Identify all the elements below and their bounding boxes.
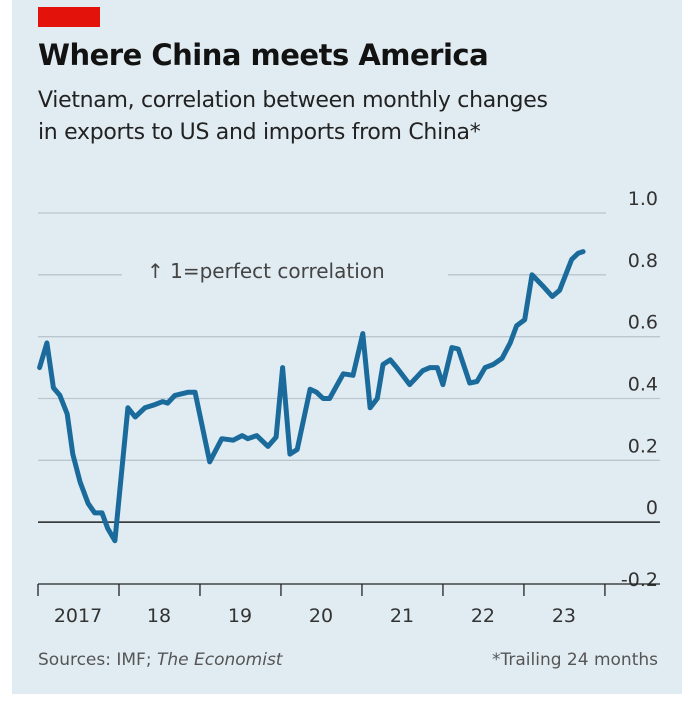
x-tick-label: 19 [228, 605, 252, 627]
chart-panel [12, 0, 682, 694]
series-line [37, 249, 586, 544]
y-tick-label: 0.8 [628, 250, 658, 272]
y-tick-label: 0.6 [628, 312, 658, 334]
x-tick-label: 20 [309, 605, 333, 627]
x-tick-label: 2017 [54, 605, 102, 627]
brand-red-bar [38, 7, 100, 27]
footnote: *Trailing 24 months [492, 650, 658, 670]
sources-prefix: Sources: IMF; [38, 650, 157, 670]
chart-subtitle-line2: in exports to US and imports from China* [38, 120, 481, 145]
annotation: ↑ 1=perfect correlation [147, 259, 385, 283]
x-tick-label: 23 [552, 605, 576, 627]
x-tick-label: 18 [147, 605, 171, 627]
y-tick-label: 1.0 [628, 188, 658, 210]
chart-subtitle-line1: Vietnam, correlation between monthly cha… [38, 88, 548, 113]
y-tick-label: 0.2 [628, 435, 658, 457]
x-tick-label: 22 [471, 605, 495, 627]
chart-title: Where China meets America [38, 38, 489, 72]
sources-italic: The Economist [156, 650, 283, 670]
y-tick-label: 0 [646, 497, 658, 519]
x-tick-label: 21 [390, 605, 414, 627]
y-tick-label: 0.4 [628, 374, 658, 396]
sources: Sources: IMF; The Economist [38, 650, 282, 670]
y-tick-label: -0.2 [621, 569, 658, 591]
